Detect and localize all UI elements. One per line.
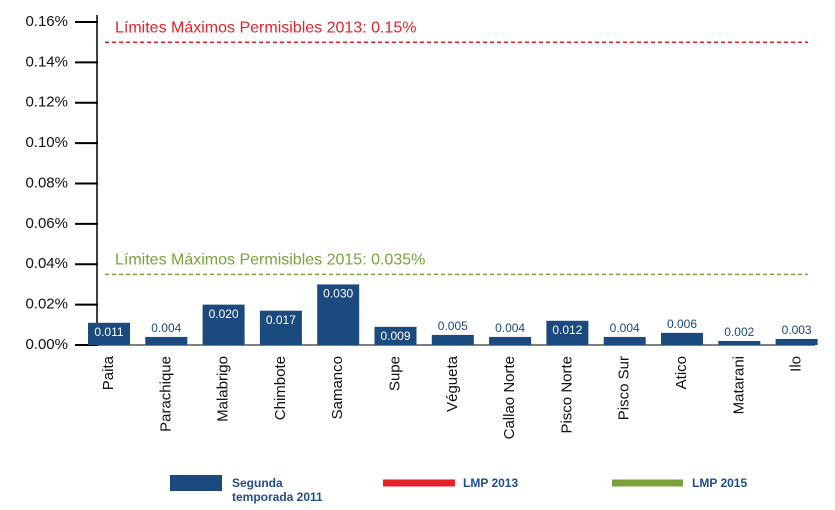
bar xyxy=(202,304,245,345)
x-tick-label: Matarani xyxy=(730,356,747,414)
value-label: 0.006 xyxy=(667,317,697,331)
value-label: 0.020 xyxy=(209,307,239,321)
x-tick-label: Malabrigo xyxy=(215,356,232,422)
bar xyxy=(489,336,532,345)
value-label: 0.009 xyxy=(380,329,410,343)
bar xyxy=(718,340,761,345)
value-label: 0.005 xyxy=(438,319,468,333)
value-label: 0.002 xyxy=(724,325,754,339)
x-tick-label: Atico xyxy=(673,356,690,389)
bar xyxy=(546,320,589,345)
bar xyxy=(431,334,474,345)
bar xyxy=(259,310,302,345)
legend-label: LMP 2015 xyxy=(692,476,748,490)
value-label: 0.004 xyxy=(151,321,181,335)
x-tick-label: Paita xyxy=(100,355,117,390)
y-tick-label: 0.08% xyxy=(25,174,68,191)
reference-label: Límites Máximos Permisibles 2015: 0.035% xyxy=(115,252,425,269)
value-label: 0.004 xyxy=(610,321,640,335)
legend-swatch xyxy=(170,475,222,491)
x-tick-label: Callao Norte xyxy=(501,356,518,439)
value-label: 0.004 xyxy=(495,321,525,335)
x-tick-label: Chimbote xyxy=(272,356,289,420)
value-label: 0.017 xyxy=(266,313,296,327)
legend-label: Segunda temporada 2011 xyxy=(232,476,323,504)
y-tick-label: 0.00% xyxy=(25,336,68,353)
value-label: 0.003 xyxy=(782,323,812,337)
x-tick-label: Pisco Norte xyxy=(558,356,575,434)
y-tick-label: 0.16% xyxy=(25,13,68,30)
x-tick-label: Samanco xyxy=(329,356,346,419)
x-tick-label: Végueta xyxy=(444,355,461,412)
x-tick-label: Ilo xyxy=(788,356,805,372)
bar xyxy=(661,332,703,345)
x-tick-label: Supe xyxy=(386,356,403,391)
legend-swatch xyxy=(383,479,455,487)
bar xyxy=(775,338,818,345)
value-label: 0.030 xyxy=(323,287,353,301)
y-tick-label: 0.04% xyxy=(25,255,68,272)
value-label: 0.012 xyxy=(552,323,582,337)
x-tick-label: Parachique xyxy=(157,356,174,432)
y-tick-label: 0.06% xyxy=(25,215,68,232)
bar xyxy=(603,336,646,345)
y-tick-label: 0.02% xyxy=(25,296,68,313)
bar xyxy=(374,326,417,345)
y-tick-label: 0.12% xyxy=(25,94,68,111)
value-label: 0.011 xyxy=(94,325,123,339)
y-tick-label: 0.14% xyxy=(25,53,68,70)
y-tick-label: 0.10% xyxy=(25,134,68,151)
legend-swatch xyxy=(612,479,683,487)
bar xyxy=(88,322,130,345)
bar xyxy=(145,336,188,345)
legend-label: LMP 2013 xyxy=(463,476,519,490)
bar xyxy=(317,284,360,345)
reference-label: Límites Máximos Permisibles 2013: 0.15% xyxy=(115,19,416,36)
x-tick-label: Pisco Sur xyxy=(616,356,633,420)
